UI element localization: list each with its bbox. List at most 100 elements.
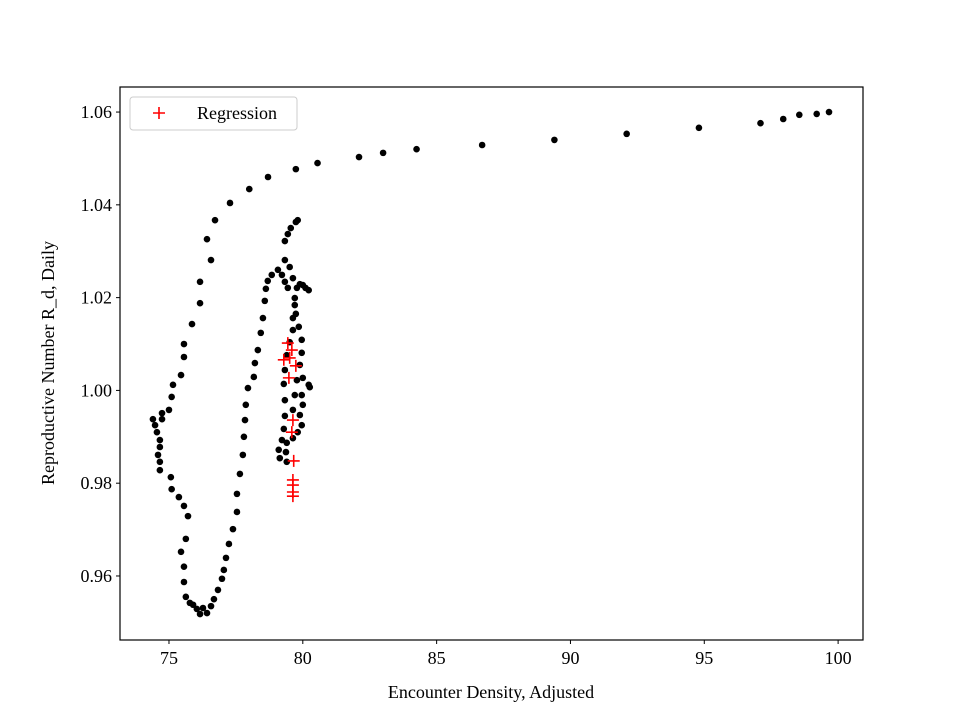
- point: [283, 458, 291, 466]
- point: [225, 540, 233, 548]
- point: [285, 426, 298, 439]
- point: [289, 314, 297, 322]
- y-axis-label: Reproductive Number R_d, Daily: [38, 241, 58, 485]
- point: [218, 575, 226, 583]
- point: [305, 286, 312, 294]
- point: [285, 344, 298, 357]
- point: [154, 451, 162, 459]
- legend-marker: [153, 107, 165, 119]
- point: [284, 230, 292, 238]
- point: [153, 428, 161, 436]
- point: [306, 383, 314, 391]
- point: [413, 145, 420, 153]
- point: [293, 284, 301, 292]
- point: [149, 415, 157, 423]
- point: [277, 353, 290, 366]
- point: [210, 595, 218, 603]
- point: [261, 297, 269, 305]
- point: [233, 508, 241, 516]
- point: [286, 263, 293, 271]
- point: [298, 391, 306, 399]
- y-tick-label: 1.00: [81, 380, 113, 400]
- point: [291, 391, 299, 399]
- point: [291, 301, 299, 309]
- point: [286, 490, 299, 503]
- x-tick-label: 80: [294, 648, 312, 668]
- point: [177, 548, 185, 556]
- point: [151, 421, 159, 429]
- point: [291, 294, 299, 302]
- point: [254, 346, 262, 354]
- point: [207, 256, 215, 264]
- point: [287, 454, 300, 467]
- point: [180, 502, 188, 510]
- point: [156, 443, 164, 451]
- point: [551, 136, 558, 144]
- point: [264, 173, 272, 181]
- plot-frame: [119, 86, 864, 641]
- point: [283, 439, 291, 447]
- point: [282, 448, 290, 456]
- point: [274, 266, 282, 274]
- point: [287, 224, 295, 232]
- x-tick-label: 100: [825, 648, 852, 668]
- point: [314, 159, 321, 167]
- point: [296, 361, 304, 369]
- point: [196, 278, 204, 286]
- x-tick-label: 90: [561, 648, 579, 668]
- legend-label: Regression: [197, 103, 277, 123]
- point: [250, 373, 258, 381]
- legend-box: [129, 96, 298, 131]
- point: [158, 415, 166, 423]
- point: [299, 374, 307, 382]
- point: [180, 563, 188, 570]
- point: [283, 351, 291, 359]
- point: [262, 285, 270, 293]
- point: [281, 256, 289, 264]
- point: [239, 451, 247, 459]
- point: [289, 434, 297, 442]
- point: [281, 366, 289, 374]
- point: [180, 340, 188, 348]
- point: [188, 320, 196, 328]
- point: [281, 396, 289, 404]
- point: [280, 425, 288, 433]
- point: [207, 602, 215, 610]
- point: [299, 401, 307, 409]
- point: [182, 535, 190, 543]
- x-tick-label: 95: [695, 648, 713, 668]
- point: [298, 336, 306, 344]
- point: [196, 610, 204, 618]
- point: [623, 130, 630, 138]
- point: [289, 274, 297, 282]
- point: [282, 371, 295, 384]
- point: [180, 578, 188, 586]
- point: [813, 110, 820, 118]
- x-tick-label: 75: [160, 648, 178, 668]
- point: [355, 153, 363, 161]
- point: [298, 349, 306, 357]
- legend: Regression: [129, 96, 298, 131]
- point: [233, 490, 241, 498]
- point: [695, 124, 703, 132]
- point: [281, 412, 289, 420]
- point: [175, 493, 183, 501]
- point: [379, 149, 387, 157]
- point: [293, 376, 301, 384]
- point: [244, 384, 252, 392]
- point: [226, 199, 234, 207]
- point: [242, 401, 250, 409]
- point: [264, 277, 272, 285]
- point: [281, 237, 289, 245]
- point: [203, 235, 211, 243]
- point: [240, 433, 248, 441]
- point: [795, 111, 803, 119]
- point: [286, 414, 299, 427]
- point: [757, 119, 764, 127]
- point: [294, 216, 302, 224]
- point: [180, 353, 188, 361]
- point: [177, 371, 185, 379]
- x-tick-label: 85: [428, 648, 446, 668]
- point: [280, 380, 288, 388]
